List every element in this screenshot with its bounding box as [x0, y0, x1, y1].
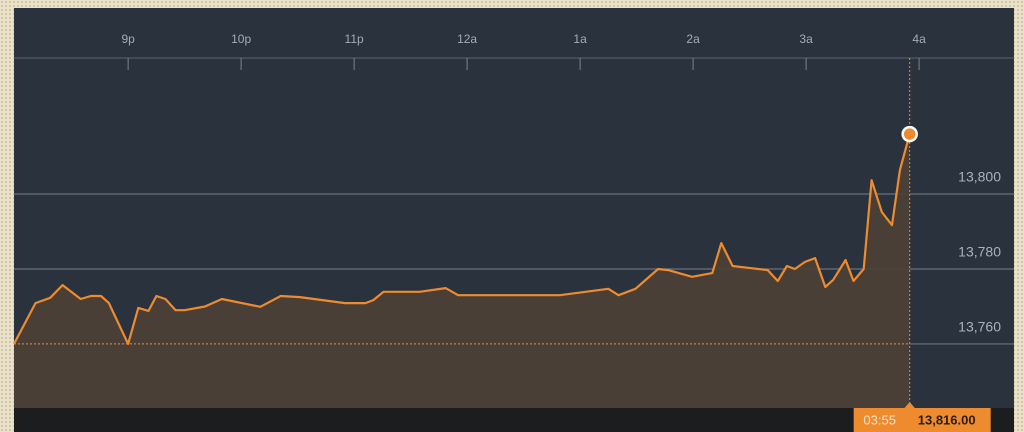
footer-strip [14, 408, 1014, 432]
cursor-time: 03:55 [863, 412, 896, 427]
x-tick-label: 2a [686, 32, 700, 46]
cursor-value: 13,816.00 [918, 412, 976, 427]
x-tick-label: 3a [799, 32, 813, 46]
x-tick-label: 4a [912, 32, 926, 46]
y-tick-label: 13,800 [958, 169, 1001, 185]
x-tick-label: 1a [573, 32, 587, 46]
y-tick-label: 13,780 [958, 244, 1001, 260]
cursor-pointer [903, 402, 916, 409]
x-tick-label: 11p [345, 32, 364, 46]
last-point [901, 125, 918, 143]
y-tick-label: 13,760 [958, 319, 1001, 335]
x-tick-label: 10p [231, 32, 251, 46]
price-line [13, 133, 911, 345]
x-tick-label: 12a [457, 32, 477, 46]
area [14, 134, 910, 408]
x-tick-label: 9p [121, 32, 135, 46]
cursor-label-box [853, 408, 991, 432]
